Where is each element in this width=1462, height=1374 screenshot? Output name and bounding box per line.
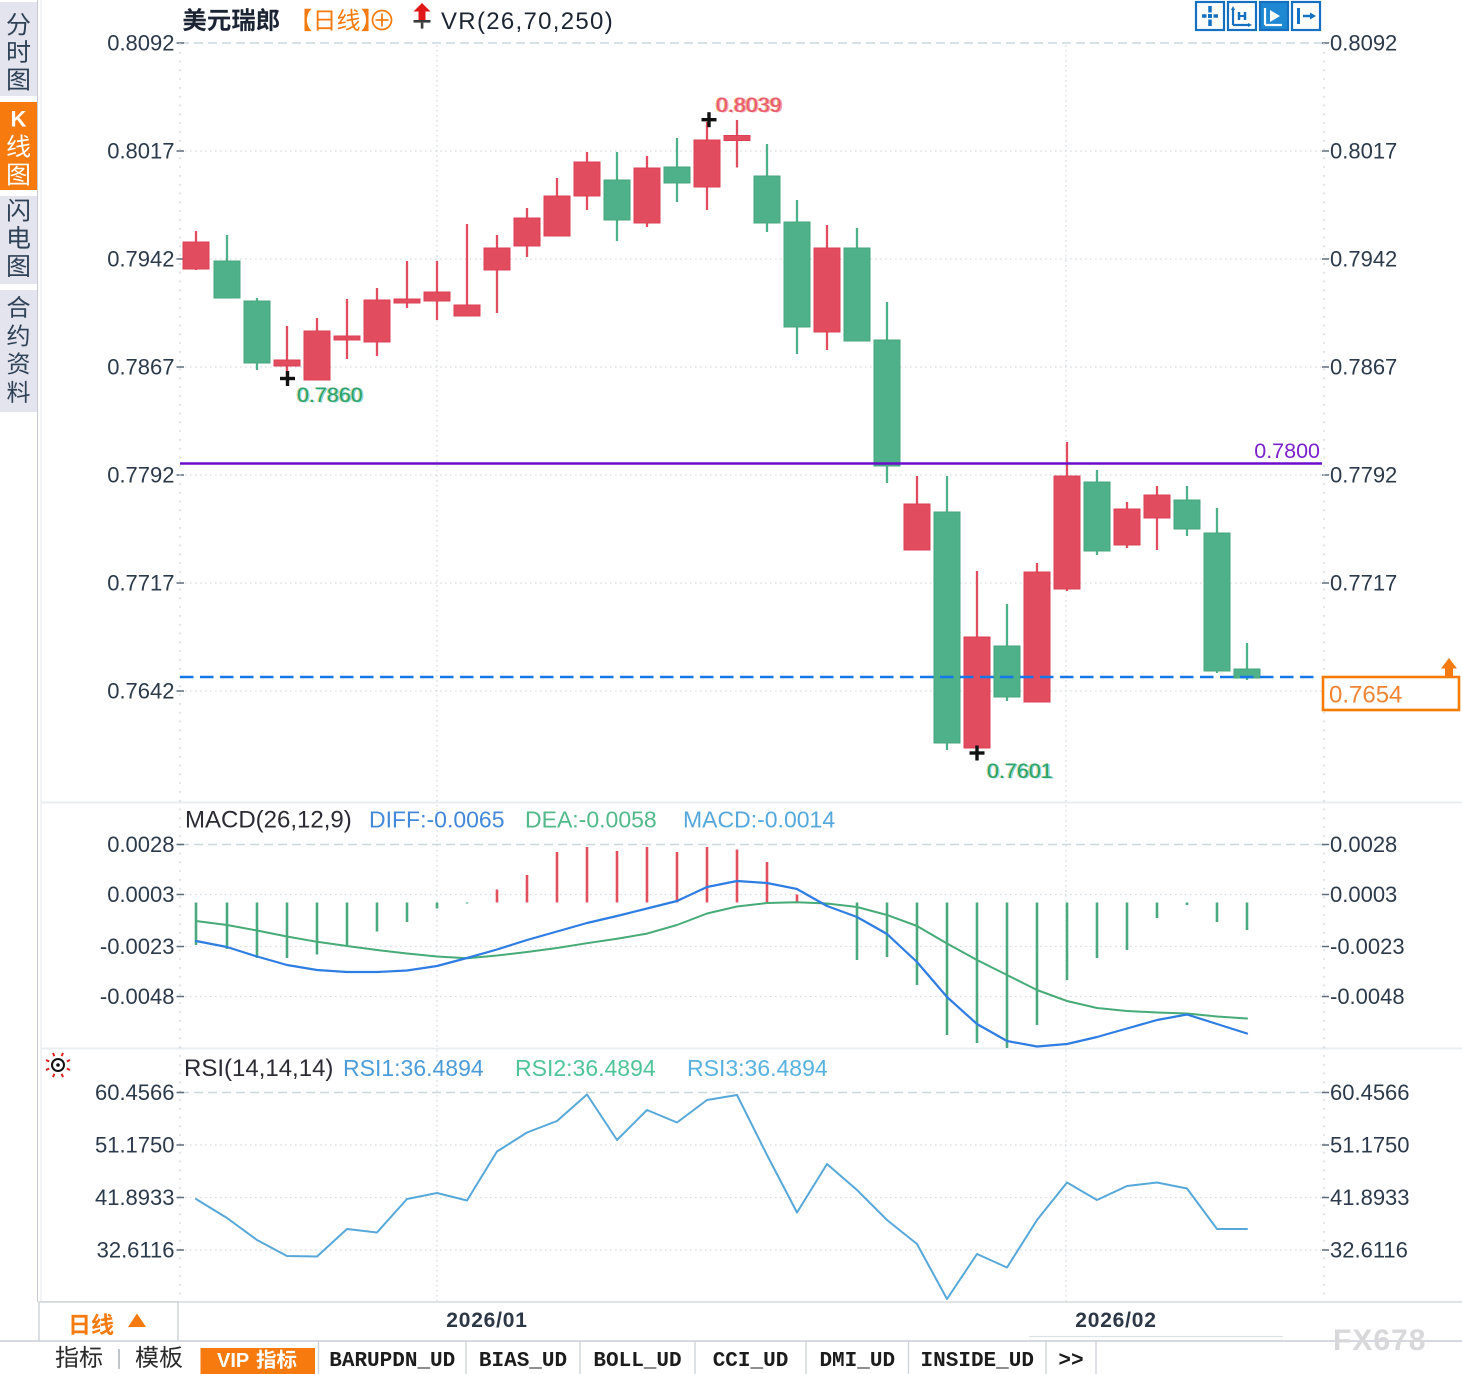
- svg-text:0.8092: 0.8092: [1330, 31, 1397, 56]
- svg-text:0.7717: 0.7717: [1330, 571, 1397, 596]
- svg-text:0.8039: 0.8039: [716, 93, 782, 117]
- svg-text:CCI_UD: CCI_UD: [713, 1350, 789, 1373]
- svg-text:K: K: [11, 107, 27, 132]
- svg-text:60.4566: 60.4566: [1330, 1080, 1410, 1105]
- svg-text:RSI3:36.4894: RSI3:36.4894: [687, 1055, 828, 1081]
- svg-text:0.0028: 0.0028: [107, 832, 174, 857]
- svg-text:DMI_UD: DMI_UD: [819, 1350, 895, 1373]
- svg-text:0.7792: 0.7792: [107, 463, 174, 488]
- svg-text:0.7942: 0.7942: [1330, 247, 1397, 272]
- svg-text:0.7867: 0.7867: [1330, 355, 1397, 380]
- svg-text:0.7642: 0.7642: [107, 679, 174, 704]
- svg-text:0.7654: 0.7654: [1329, 682, 1402, 709]
- svg-text:0.8092: 0.8092: [107, 31, 174, 56]
- svg-text:-0.0023: -0.0023: [100, 934, 175, 959]
- svg-text:0.0003: 0.0003: [1330, 882, 1397, 907]
- svg-text:0.7867: 0.7867: [107, 355, 174, 380]
- svg-text:0.7601: 0.7601: [986, 759, 1052, 783]
- svg-text:VIP: VIP: [217, 1350, 249, 1372]
- svg-text:0.8039: 0.8039: [715, 93, 781, 117]
- svg-text:0.8017: 0.8017: [107, 139, 174, 164]
- svg-text:VR(26,70,250): VR(26,70,250): [441, 8, 614, 35]
- svg-text:FX678: FX678: [1333, 1324, 1426, 1357]
- svg-text:2026/02: 2026/02: [1075, 1309, 1157, 1332]
- svg-text:41.8933: 41.8933: [95, 1185, 175, 1210]
- svg-text:-0.0048: -0.0048: [100, 984, 175, 1009]
- svg-text:0.7942: 0.7942: [107, 247, 174, 272]
- svg-text:RSI(14,14,14): RSI(14,14,14): [184, 1055, 333, 1082]
- svg-text:41.8933: 41.8933: [1330, 1185, 1410, 1210]
- svg-text:BIAS_UD: BIAS_UD: [479, 1350, 567, 1373]
- svg-text:32.6116: 32.6116: [97, 1238, 175, 1263]
- svg-text:MACD:-0.0014: MACD:-0.0014: [683, 807, 835, 833]
- svg-text:0.7860: 0.7860: [296, 383, 362, 407]
- svg-text:51.1750: 51.1750: [95, 1133, 175, 1158]
- svg-text:DIFF:-0.0065: DIFF:-0.0065: [369, 807, 505, 833]
- svg-text:RSI2:36.4894: RSI2:36.4894: [515, 1055, 656, 1081]
- svg-text:0.7792: 0.7792: [1330, 463, 1397, 488]
- svg-text:BOLL_UD: BOLL_UD: [593, 1350, 681, 1373]
- svg-text:0.7717: 0.7717: [107, 571, 174, 596]
- svg-text:0.7601: 0.7601: [988, 760, 1054, 784]
- svg-text:0.7601: 0.7601: [987, 759, 1053, 783]
- svg-text:0.8039: 0.8039: [717, 94, 783, 118]
- svg-text:-0.0048: -0.0048: [1330, 984, 1405, 1009]
- svg-text:32.6116: 32.6116: [1330, 1238, 1408, 1263]
- svg-text:0.7800: 0.7800: [1254, 439, 1320, 463]
- svg-text:INSIDE_UD: INSIDE_UD: [921, 1350, 1034, 1373]
- svg-text:0.0028: 0.0028: [1330, 832, 1397, 857]
- svg-text:0.7860: 0.7860: [297, 383, 363, 407]
- svg-text:BARUPDN_UD: BARUPDN_UD: [329, 1350, 455, 1373]
- svg-text:DEA:-0.0058: DEA:-0.0058: [525, 807, 657, 833]
- svg-text:0.0003: 0.0003: [107, 882, 174, 907]
- svg-text:-0.0023: -0.0023: [1330, 934, 1405, 959]
- svg-text:MACD(26,12,9): MACD(26,12,9): [185, 807, 352, 834]
- svg-text:60.4566: 60.4566: [95, 1080, 175, 1105]
- svg-text:>>: >>: [1058, 1350, 1083, 1373]
- svg-text:RSI1:36.4894: RSI1:36.4894: [343, 1055, 484, 1081]
- svg-text:2026/01: 2026/01: [446, 1309, 528, 1332]
- svg-text:51.1750: 51.1750: [1330, 1133, 1410, 1158]
- svg-text:0.8017: 0.8017: [1330, 139, 1397, 164]
- svg-text:0.7860: 0.7860: [298, 384, 364, 408]
